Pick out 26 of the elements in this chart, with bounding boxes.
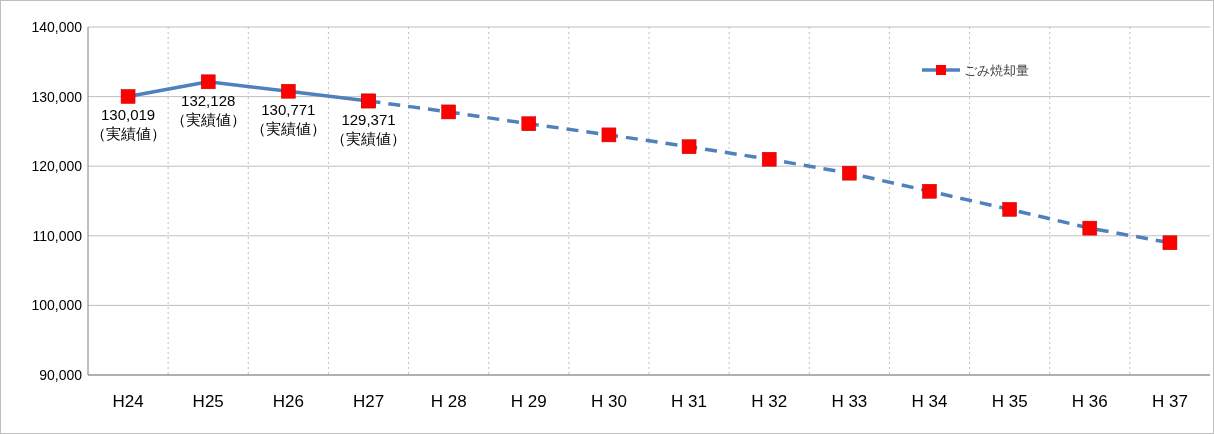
y-tick-label: 110,000 xyxy=(32,227,83,244)
x-tick-label: H 28 xyxy=(430,392,467,411)
data-label: 132,128 （実績値） xyxy=(170,91,246,128)
legend-label: ごみ焼却量 xyxy=(964,63,1029,78)
x-tick-label: H 30 xyxy=(590,392,627,411)
data-label: 130,771 （実績値） xyxy=(250,101,326,138)
x-tick-label: H25 xyxy=(192,392,224,411)
x-tick-label: H 29 xyxy=(510,392,547,411)
x-tick-label: H 36 xyxy=(1071,392,1108,411)
y-tick-label: 90,000 xyxy=(39,367,83,383)
data-label: 129,371 （実績値） xyxy=(331,110,406,147)
y-tick-label: 130,000 xyxy=(31,88,83,105)
legend: ごみ焼却量 xyxy=(922,63,1029,78)
x-tick-label: H26 xyxy=(272,392,304,411)
data-label: 130,019 （実績値） xyxy=(90,106,166,143)
x-tick-label: H24 xyxy=(112,392,144,411)
x-tick-label: H 34 xyxy=(911,392,948,411)
x-tick-label: H 32 xyxy=(751,392,788,411)
y-tick-label: 140,000 xyxy=(31,19,83,35)
x-tick-label: H 31 xyxy=(671,392,708,411)
y-tick-label: 100,000 xyxy=(31,297,83,314)
x-tick-label: H 35 xyxy=(991,392,1028,411)
x-tick-label: H 33 xyxy=(831,392,868,411)
y-tick-label: 120,000 xyxy=(31,158,83,175)
x-tick-label: H 37 xyxy=(1151,392,1188,411)
x-tick-label: H27 xyxy=(352,392,385,411)
